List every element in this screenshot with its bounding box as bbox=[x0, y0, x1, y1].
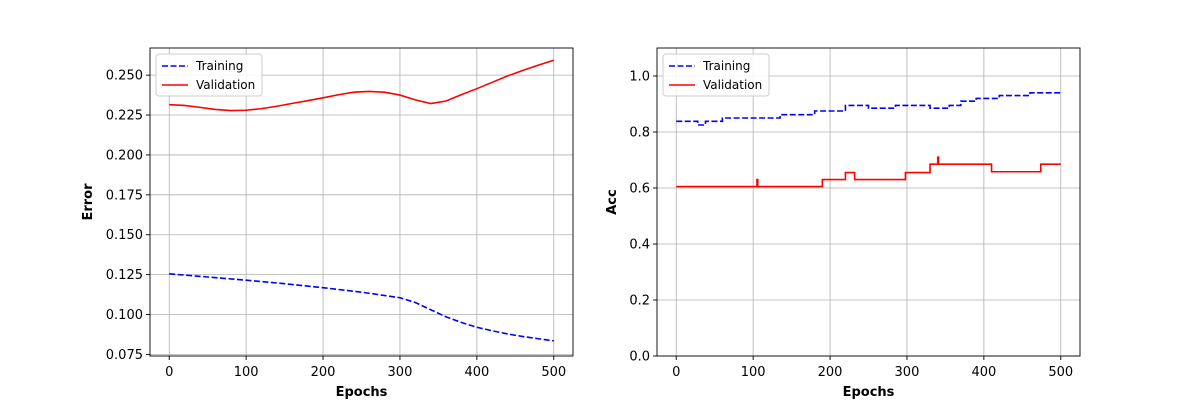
legend-label-training: Training bbox=[195, 59, 243, 73]
y-tick-label: 0.4 bbox=[629, 238, 650, 253]
x-tick-label: 300 bbox=[895, 365, 920, 380]
error-chart: 0 100 200 300 400 500 0.075 0.100 0.125 0.150 0.17… bbox=[81, 47, 574, 400]
y-tick-label: 0.2 bbox=[629, 294, 650, 309]
y-tick-label: 0.075 bbox=[106, 348, 143, 363]
y-tick-label: 0.200 bbox=[106, 148, 143, 163]
y-axis-title: Acc bbox=[605, 189, 620, 214]
y-tick-label: 0.0 bbox=[629, 350, 650, 365]
x-tick-label: 500 bbox=[1048, 365, 1073, 380]
x-tick-label: 0 bbox=[672, 365, 680, 380]
x-tick-label: 100 bbox=[234, 365, 259, 380]
plot-frame bbox=[656, 47, 1081, 357]
y-tick-label: 0.175 bbox=[106, 188, 143, 203]
x-axis-title: Epochs bbox=[336, 385, 388, 400]
x-tick-label: 400 bbox=[464, 365, 489, 380]
series-line-validation bbox=[169, 59, 555, 112]
x-tick-label: 300 bbox=[388, 365, 413, 380]
legend: Training Validation bbox=[662, 53, 770, 97]
x-tick-label: 500 bbox=[541, 365, 566, 380]
legend: Training Validation bbox=[155, 53, 263, 97]
x-tick-label: 200 bbox=[311, 365, 336, 380]
legend-label-validation: Validation bbox=[703, 78, 762, 92]
series-line-training bbox=[169, 273, 554, 342]
y-tick-label: 0.100 bbox=[106, 308, 143, 323]
x-tick-label: 200 bbox=[818, 365, 843, 380]
y-tick-label: 1.0 bbox=[629, 70, 650, 85]
y-tick-label: 0.8 bbox=[629, 126, 650, 141]
x-tick-label: 0 bbox=[165, 365, 173, 380]
x-axis-title: Epochs bbox=[843, 385, 895, 400]
y-tick-label: 0.6 bbox=[629, 182, 650, 197]
y-axis-title: Error bbox=[81, 183, 96, 221]
series-line-validation bbox=[676, 156, 1061, 188]
y-tick-label: 0.150 bbox=[106, 228, 143, 243]
y-tick-label: 0.250 bbox=[106, 69, 143, 84]
x-tick-label: 100 bbox=[741, 365, 766, 380]
y-tick-label: 0.225 bbox=[106, 109, 143, 124]
x-tick-label: 400 bbox=[971, 365, 996, 380]
accuracy-chart: 0 100 200 300 400 500 0.0 0.2 0.4 0.6 0.8 1.0 Epochs… bbox=[605, 47, 1081, 400]
plot-frame bbox=[149, 47, 574, 357]
legend-label-training: Training bbox=[702, 59, 750, 73]
series-line-training bbox=[676, 92, 1061, 126]
legend-label-validation: Validation bbox=[196, 78, 255, 92]
y-tick-label: 0.125 bbox=[106, 268, 143, 283]
